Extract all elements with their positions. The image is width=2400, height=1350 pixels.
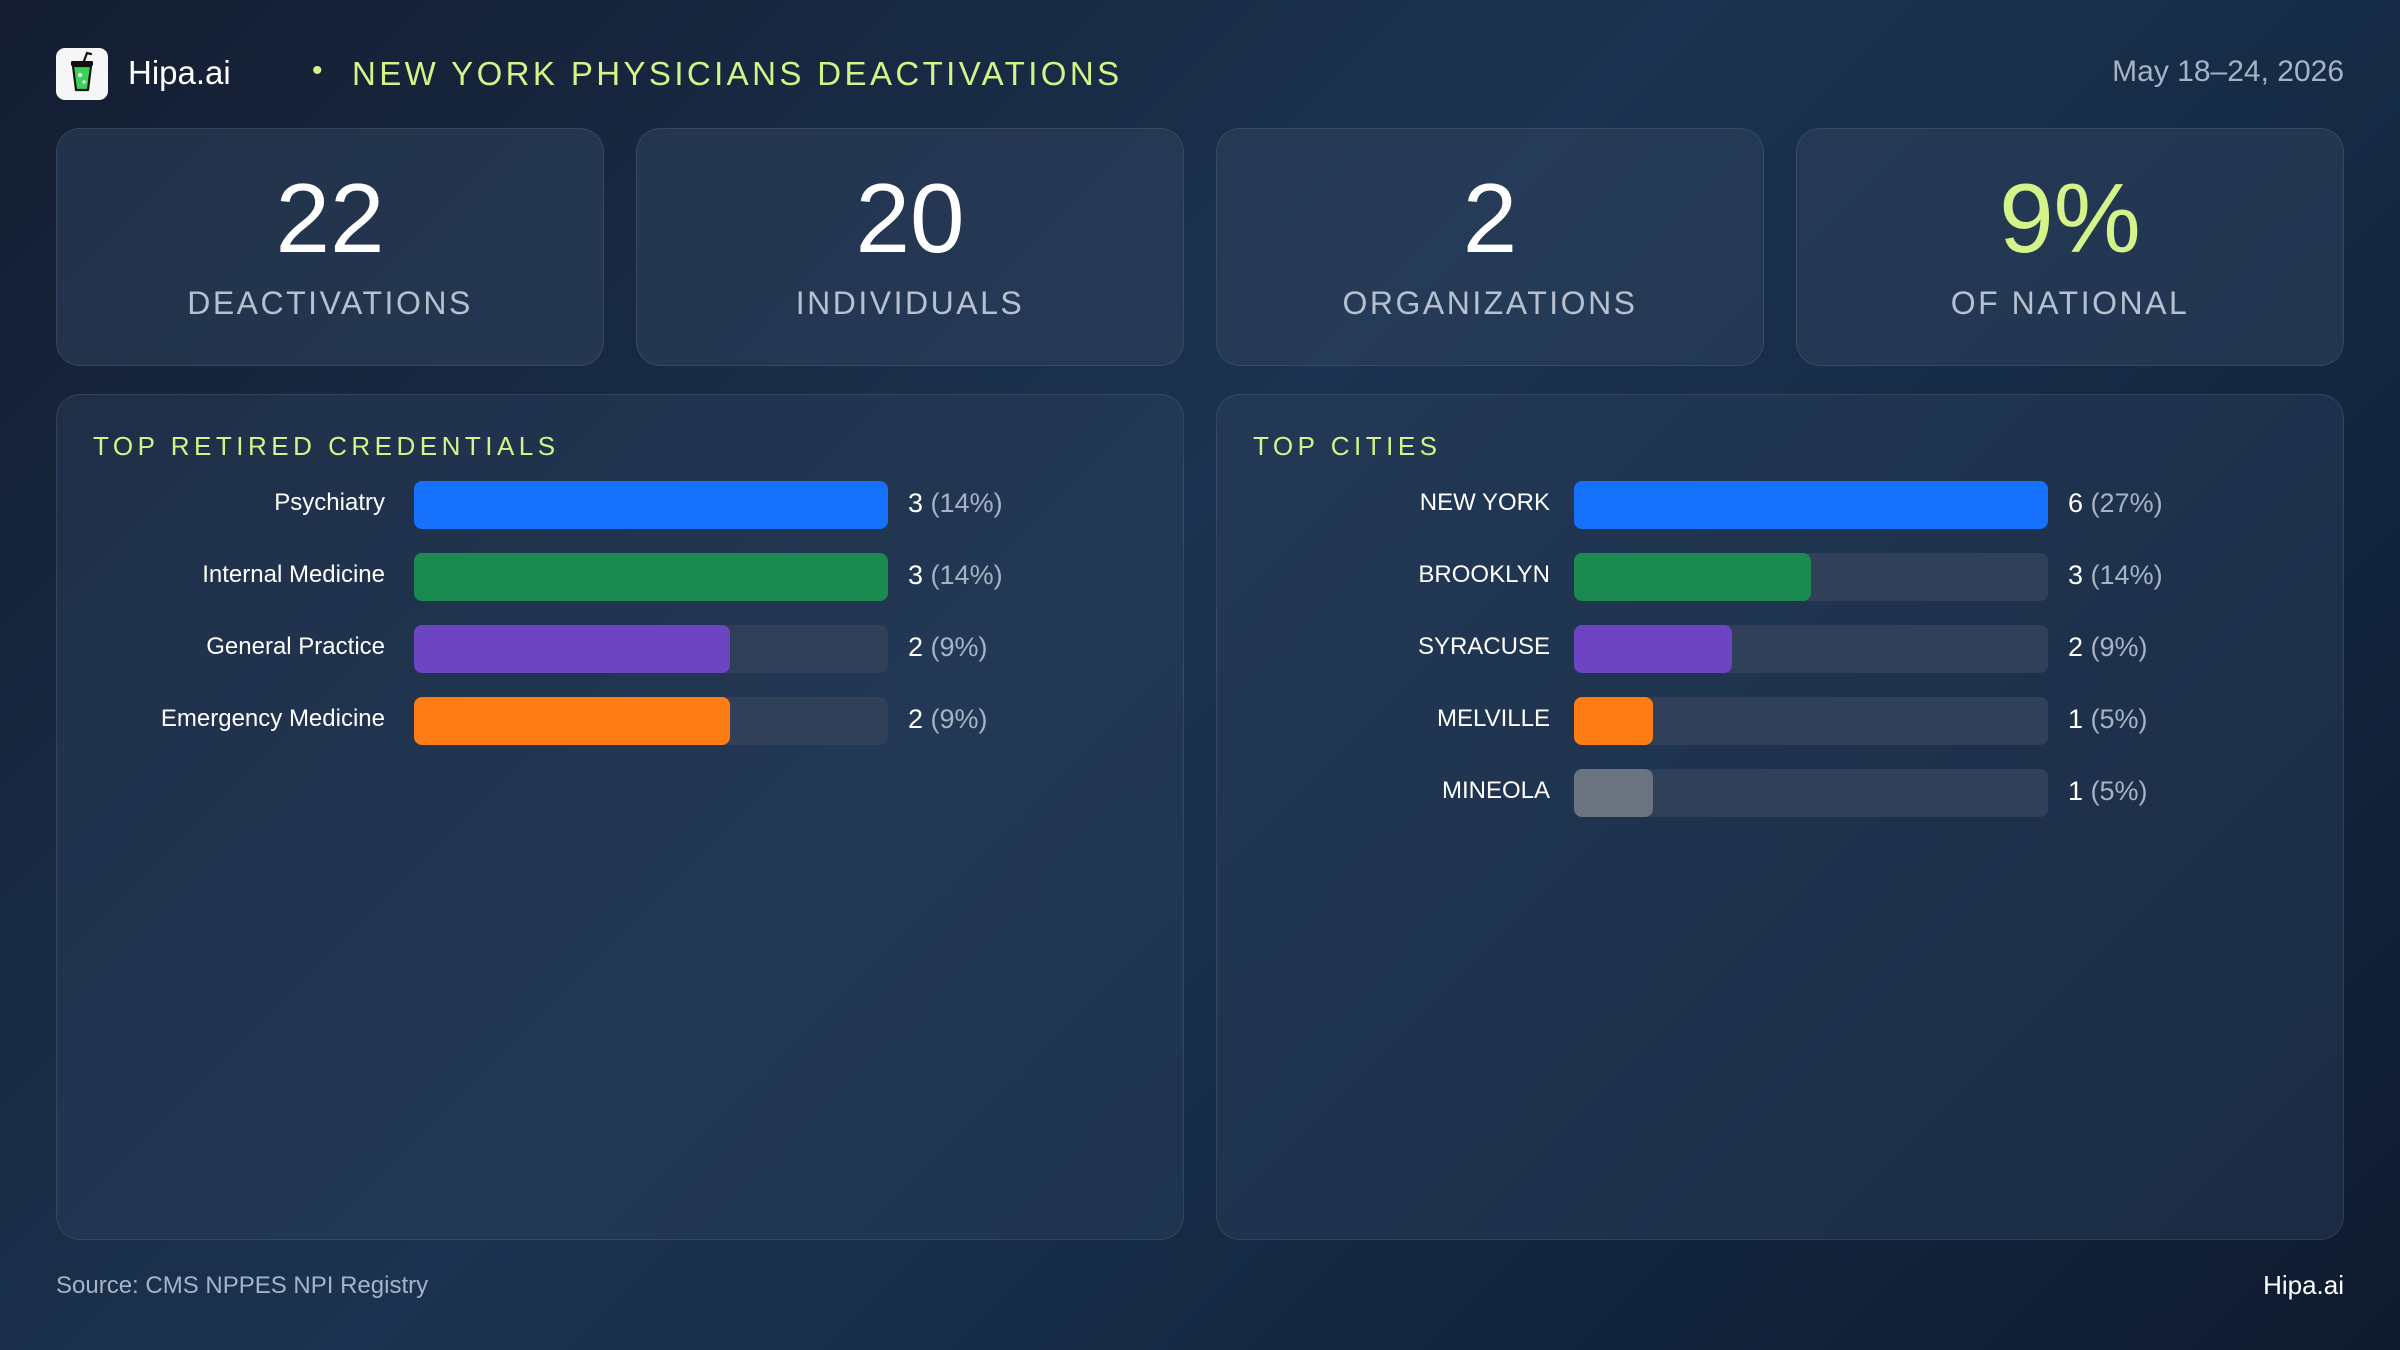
bar-label: General Practice: [206, 633, 385, 660]
bar-percent: (5%): [2090, 704, 2148, 734]
bar-count: 1: [2068, 704, 2084, 734]
bar-track: [414, 697, 888, 745]
bar-track: [414, 625, 888, 673]
bar-label: Internal Medicine: [202, 561, 385, 588]
bar-track: [1574, 625, 2048, 673]
stat-label: DEACTIVATIONS: [187, 285, 473, 321]
page-title: NEW YORK PHYSICIANS DEACTIVATIONS: [352, 55, 1123, 92]
bar: [1574, 697, 1653, 745]
bar-value: 1 (5%): [2068, 704, 2148, 735]
bar-label: BROOKLYN: [1418, 561, 1550, 588]
bar-row: NEW YORK 6 (27%): [1217, 481, 2345, 529]
stat-value: 2: [1462, 163, 1518, 273]
bar-label: SYRACUSE: [1417, 633, 1550, 660]
stat-label: INDIVIDUALS: [795, 285, 1025, 321]
bar-track: [1574, 481, 2048, 529]
bar-value: 2 (9%): [2068, 632, 2148, 663]
bar-percent: (14%): [2090, 560, 2163, 590]
bar-track: [414, 481, 888, 529]
bar: [414, 553, 888, 601]
bar-label: Psychiatry: [274, 489, 385, 516]
bar-count: 6: [2068, 488, 2084, 518]
bar-count: 3: [908, 560, 924, 590]
bar: [414, 697, 730, 745]
bar-value: 2 (9%): [908, 632, 988, 663]
bar-percent: (9%): [930, 704, 988, 734]
bar-value: 1 (5%): [2068, 776, 2148, 807]
date-range: May 18–24, 2026: [2112, 55, 2344, 88]
stat-label: ORGANIZATIONS: [1342, 285, 1638, 321]
header: Hipa.ai • NEW YORK PHYSICIANS DEACTIVATI…: [56, 48, 2344, 102]
bar-percent: (14%): [930, 488, 1003, 518]
cup-logo-icon: [56, 48, 108, 100]
bar-value: 2 (9%): [908, 704, 988, 735]
footer-brand: Hipa.ai: [2263, 1270, 2344, 1300]
bar-count: 2: [2068, 632, 2084, 662]
bar-track: [1574, 697, 2048, 745]
bar-row: BROOKLYN 3 (14%): [1217, 553, 2345, 601]
stat-card-deactivations: 22 DEACTIVATIONS: [56, 128, 604, 366]
bar-track: [414, 553, 888, 601]
bar-percent: (27%): [2090, 488, 2163, 518]
bar: [414, 625, 730, 673]
brand-name: Hipa.ai: [128, 54, 231, 91]
stat-value: 20: [855, 163, 965, 273]
panel-title: TOP RETIRED CREDENTIALS: [93, 431, 560, 461]
title-separator: •: [312, 54, 323, 87]
bar-label: NEW YORK: [1419, 489, 1550, 516]
panel-title: TOP CITIES: [1253, 431, 1442, 461]
bar-count: 3: [2068, 560, 2084, 590]
bar: [1574, 625, 1732, 673]
stat-card-of-national: 9% OF NATIONAL: [1796, 128, 2344, 366]
bar-label: MINEOLA: [1441, 777, 1550, 804]
bar-row: General Practice 2 (9%): [57, 625, 1185, 673]
bar-row: Psychiatry 3 (14%): [57, 481, 1185, 529]
stat-value: 22: [275, 163, 385, 273]
bar-row: MINEOLA 1 (5%): [1217, 769, 2345, 817]
bar-row: MELVILLE 1 (5%): [1217, 697, 2345, 745]
stat-value: 9%: [1999, 163, 2141, 273]
bar-value: 3 (14%): [2068, 560, 2163, 591]
bar-row: Emergency Medicine 2 (9%): [57, 697, 1185, 745]
bar: [414, 481, 888, 529]
bar-track: [1574, 553, 2048, 601]
bar-percent: (5%): [2090, 776, 2148, 806]
bar-percent: (14%): [930, 560, 1003, 590]
bar-value: 3 (14%): [908, 560, 1003, 591]
bar: [1574, 481, 2048, 529]
bar-row: Internal Medicine 3 (14%): [57, 553, 1185, 601]
bar-count: 2: [908, 704, 924, 734]
stat-card-individuals: 20 INDIVIDUALS: [636, 128, 1184, 366]
bar-label: MELVILLE: [1437, 705, 1550, 732]
bar-percent: (9%): [2090, 632, 2148, 662]
bar: [1574, 553, 1811, 601]
bar-count: 2: [908, 632, 924, 662]
bar: [1574, 769, 1653, 817]
source-note: Source: CMS NPPES NPI Registry: [56, 1272, 429, 1299]
bar-value: 6 (27%): [2068, 488, 2163, 519]
credentials-panel: TOP RETIRED CREDENTIALS Psychiatry 3 (14%…: [56, 394, 1184, 1240]
bar-row: SYRACUSE 2 (9%): [1217, 625, 2345, 673]
bar-label: Emergency Medicine: [160, 705, 385, 732]
bar-track: [1574, 769, 2048, 817]
bar-count: 1: [2068, 776, 2084, 806]
bar-count: 3: [908, 488, 924, 518]
stat-card-organizations: 2 ORGANIZATIONS: [1216, 128, 1764, 366]
cities-panel: TOP CITIES NEW YORK 6 (27%) BROOKLYN 3 (14%…: [1216, 394, 2344, 1240]
stat-label: OF NATIONAL: [1950, 285, 2190, 321]
bar-value: 3 (14%): [908, 488, 1003, 519]
bar-percent: (9%): [930, 632, 988, 662]
